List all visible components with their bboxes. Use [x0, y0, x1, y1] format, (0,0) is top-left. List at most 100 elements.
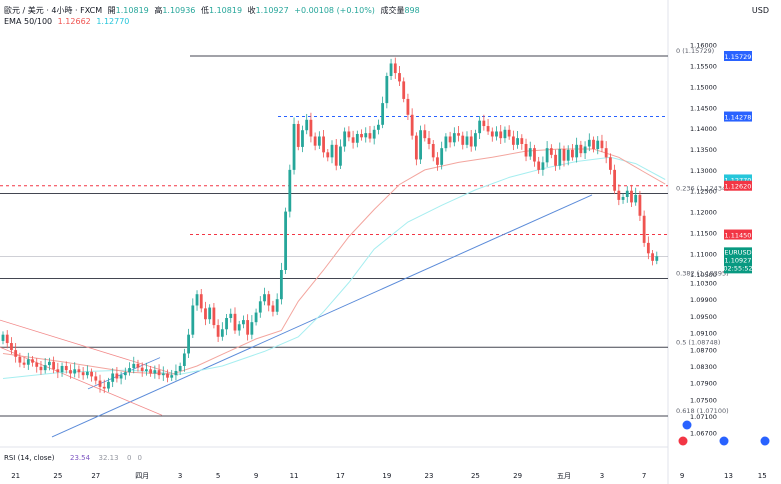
candle-body [111, 373, 115, 382]
indicator-value: 32.13 [99, 454, 119, 462]
candle-body [208, 307, 212, 320]
candle-body [153, 370, 157, 374]
y-tick-label: 1.10500 [690, 271, 717, 279]
x-tick-label: 25 [471, 472, 480, 480]
candle-body [279, 270, 283, 300]
channel-lower [0, 346, 163, 416]
candle-body [73, 369, 77, 374]
candle-body [562, 149, 566, 161]
y-tick-label: 1.09900 [690, 296, 717, 304]
candle-body [541, 162, 545, 170]
candle-body [646, 242, 650, 254]
candle-body [651, 253, 654, 261]
candle-body [204, 308, 207, 320]
candle-body [575, 144, 579, 158]
x-tick-label: 3 [178, 472, 182, 480]
candle-body [107, 381, 110, 389]
candle-body [10, 343, 13, 351]
candle-body [195, 294, 199, 306]
candle-body [385, 75, 389, 104]
candle-body [292, 123, 296, 170]
candle-body [317, 136, 321, 146]
y-tick-label: 1.09500 [690, 313, 717, 321]
candle-body [474, 133, 477, 147]
candle-body [128, 368, 131, 373]
candle-body [157, 370, 161, 376]
candle-body [549, 148, 553, 155]
event-icon [719, 436, 729, 446]
change-value: +0.00108 (+0.10%) [294, 6, 375, 15]
candle-body [334, 144, 338, 166]
candle-body [288, 169, 292, 212]
candle-body [533, 148, 536, 162]
price-tag [724, 174, 752, 185]
candle-body [187, 334, 190, 354]
low-label: 低 [200, 6, 209, 15]
y-tick-label: 1.09100 [690, 330, 717, 338]
price-tag-value: 1.10927 [725, 256, 752, 264]
candle-body [225, 317, 228, 330]
candle-body [81, 372, 85, 376]
candle-body [233, 313, 237, 331]
candle-body [495, 131, 498, 137]
ema-label: EMA 50/100 [4, 17, 53, 26]
x-tick-label: 27 [91, 472, 100, 480]
candle-body [250, 322, 254, 335]
symbol-line: 歐元 / 美元 · 4小時 · FXCM [4, 6, 103, 15]
candle-body [537, 161, 541, 170]
candle-body [381, 103, 385, 125]
candle-body [444, 136, 448, 149]
candle-body [600, 140, 604, 149]
candle-body [499, 131, 503, 139]
price-tag-label: 1.15729 [725, 53, 752, 61]
x-tick-label: 11 [290, 472, 299, 480]
candle-body [398, 73, 401, 82]
candle-body [630, 190, 633, 203]
y-tick-label: 1.06700 [690, 430, 717, 438]
price-tag [724, 229, 752, 240]
y-tick-label: 1.11500 [690, 229, 717, 237]
candle-body [368, 133, 372, 139]
candle-body [621, 196, 625, 200]
candle-body [592, 139, 595, 150]
candle-body [406, 98, 410, 115]
candle-body [199, 294, 203, 309]
candle-body [410, 114, 414, 136]
x-tick-label: 3 [600, 472, 604, 480]
candle-body [423, 130, 427, 139]
candle-body [26, 359, 30, 365]
candle-body [613, 169, 617, 191]
x-tick-label: 五月 [557, 472, 571, 480]
candle-body [478, 120, 482, 134]
y-tick-label: 1.08300 [690, 363, 717, 371]
candle-body [440, 148, 444, 165]
candle-body [634, 194, 638, 203]
candle-body [14, 350, 18, 357]
candle-body [313, 136, 317, 146]
fib-label: 0.5 (1.08748) [676, 338, 720, 346]
candle-body [39, 366, 43, 371]
price-tag [724, 50, 752, 61]
candle-body [554, 154, 557, 166]
candle-body [237, 324, 241, 331]
y-tick-label: 1.15500 [690, 63, 717, 71]
y-tick-label: 1.12000 [690, 209, 717, 217]
candle-body [119, 375, 123, 379]
candle-body [56, 369, 60, 373]
candle-body [220, 329, 224, 337]
candle-body [452, 133, 456, 143]
candle-body [579, 144, 583, 154]
indicator-value: 23.54 [70, 454, 91, 462]
candle-body [414, 135, 418, 160]
candle-body [461, 135, 465, 145]
candle-body [242, 320, 245, 325]
open-label: 開 [107, 6, 116, 15]
indicator-value: 0 [127, 454, 131, 462]
x-tick-label: 15 [758, 472, 767, 480]
y-tick-label: 1.13000 [690, 167, 717, 175]
candle-body [360, 133, 363, 138]
candle-body [490, 131, 494, 137]
candle-body [355, 133, 359, 143]
candle-body [98, 380, 102, 387]
